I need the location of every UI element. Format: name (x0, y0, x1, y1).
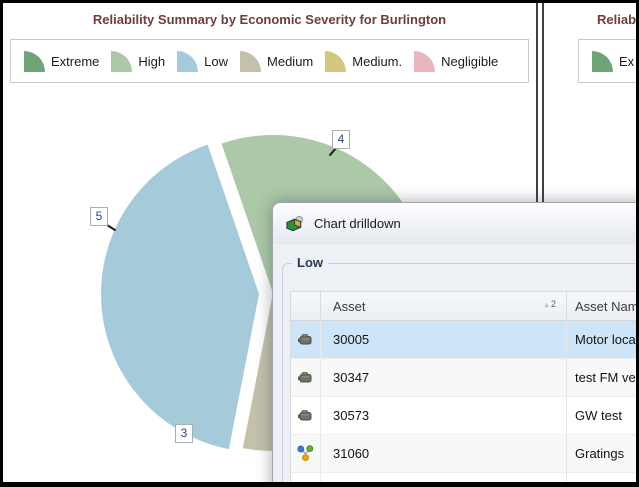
table-header-row: Asset 2 Asset Name (291, 292, 639, 321)
chart-legend: Extreme High Low Medium Medium. Negligible (10, 39, 529, 83)
group-box-low: Low Asset 2 Asset Name (282, 255, 639, 482)
column-header-asset-name-label: Asset Name (575, 298, 639, 314)
column-header-icon[interactable] (291, 292, 321, 320)
chart-title-clipped: Reliab (597, 12, 636, 27)
dialog-body: Low Asset 2 Asset Name (273, 244, 639, 482)
table-row[interactable]: 30573 GW test (291, 397, 636, 435)
legend-pie-swatch-icon (592, 50, 613, 72)
slice-label-tick (106, 224, 116, 231)
table-row[interactable]: 30005 Motor location (291, 321, 639, 359)
sort-order-number: 2 (550, 299, 556, 309)
cell-asset-name: GW test (575, 408, 622, 423)
legend-item-ex: Ex (592, 50, 635, 72)
cell-asset: 30573 (321, 397, 567, 434)
legend-item-extreme: Extreme (24, 50, 100, 72)
legend-item-label: Extreme (51, 53, 100, 69)
column-header-asset[interactable]: Asset 2 (321, 292, 567, 320)
group-box-label: Low (292, 255, 328, 270)
hierarchy-icon (291, 435, 321, 472)
legend-item-medium: Medium. (325, 50, 403, 72)
table-row[interactable]: 30347 test FM vers (291, 359, 636, 397)
motor-icon (291, 321, 321, 358)
pie-slice-low[interactable] (101, 144, 260, 450)
dialog-title: Chart drilldown (314, 215, 401, 231)
column-header-asset-name[interactable]: Asset Name (567, 292, 639, 320)
cell-asset: 31060 (321, 435, 567, 472)
cell-asset-name: test FM vers (575, 370, 636, 385)
chart-legend-clipped: Ex (578, 39, 636, 83)
legend-item-negligible: Negligible (414, 50, 499, 72)
motor-icon (291, 359, 321, 396)
sort-ascending-icon (543, 302, 550, 309)
table-body: 30005 Motor location 30347 test FM vers 3057… (291, 321, 639, 482)
cell-asset-name: Mooring line (567, 473, 636, 482)
cell-asset: 30005 (321, 321, 567, 358)
sort-indicator: 2 (543, 300, 556, 309)
motor-icon (291, 397, 321, 434)
legend-item-label: High (138, 53, 166, 69)
cell-asset-name: Motor location (575, 332, 639, 347)
table-row[interactable]: 31060 Gratings (291, 435, 636, 473)
legend-item-label: Ex (619, 53, 635, 69)
slice-value-label-low: 5 (90, 207, 108, 226)
legend-item-high: High (111, 50, 166, 72)
legend-item-label: Low (204, 53, 229, 69)
slice-value-label-medium: 3 (175, 424, 193, 443)
legend-item-low: Low (177, 50, 229, 72)
slice-value-label-high: 4 (332, 130, 350, 149)
dialog-titlebar[interactable]: Chart drilldown (273, 203, 636, 244)
table-row[interactable]: 31066Mooring line (291, 473, 636, 482)
cell-asset: 31066 (321, 473, 567, 482)
chart-title: Reliability Summary by Economic Severity… (92, 12, 447, 27)
cell-asset-name: Gratings (575, 446, 625, 461)
column-header-asset-label: Asset (333, 298, 366, 314)
chart-drilldown-dialog: Chart drilldown Low Asset 2 (272, 202, 639, 482)
cell-asset: 30347 (321, 359, 567, 396)
chart-drilldown-icon (286, 215, 303, 231)
legend-item-medium: Medium (240, 50, 314, 72)
hierarchy-icon (291, 473, 321, 482)
legend-item-label: Medium (267, 53, 314, 69)
legend-item-label: Medium. (352, 53, 403, 69)
legend-item-label: Negligible (441, 53, 499, 69)
